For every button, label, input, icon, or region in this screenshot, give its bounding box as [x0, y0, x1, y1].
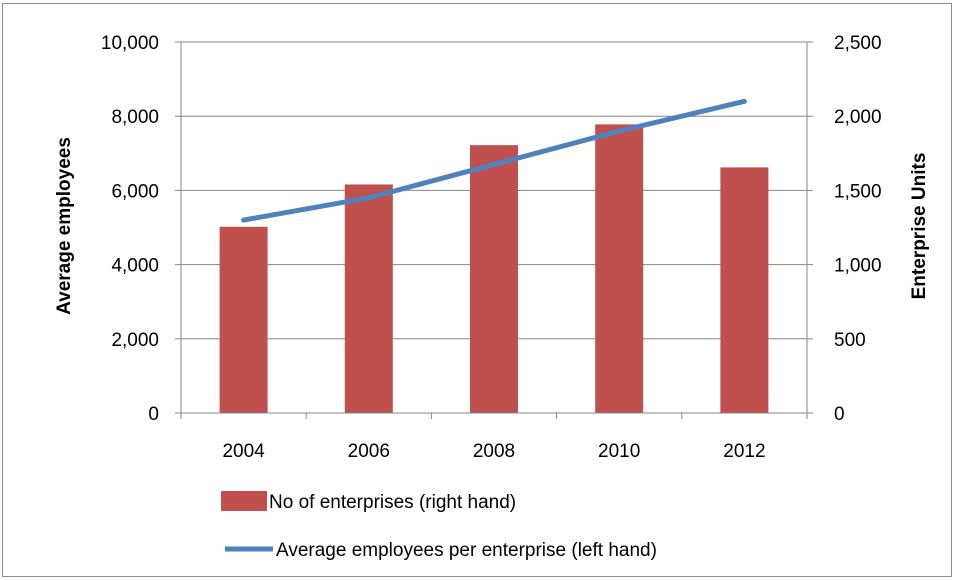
right-tick-label: 1,500 [834, 181, 882, 202]
left-axis-title: Average employees [54, 137, 75, 315]
right-tick-label: 1,000 [834, 256, 882, 277]
x-axis-ticks: 2004 2006 2008 2010 2012 [222, 441, 765, 462]
x-tick-label: 2006 [348, 441, 390, 462]
bar [219, 226, 268, 413]
bar [344, 184, 393, 413]
bar [470, 145, 518, 413]
legend-bar-label: No of enterprises (right hand) [269, 492, 516, 513]
left-tick-label: 4,000 [111, 256, 159, 277]
x-tick-label: 2004 [222, 441, 265, 462]
right-tick-label: 500 [834, 330, 866, 351]
right-tick-label: 0 [834, 404, 845, 425]
legend-line-label: Average employees per enterprise (left h… [276, 540, 657, 561]
left-axis-ticks: 0 2,000 4,000 6,000 8,000 10,000 [101, 33, 159, 425]
left-tick-label: 6,000 [111, 181, 159, 202]
left-tick-label: 0 [148, 404, 159, 425]
right-axis-title: Enterprise Units [909, 153, 930, 300]
right-tick-label: 2,500 [834, 33, 882, 54]
line-series [241, 98, 747, 223]
x-tick-label: 2010 [598, 441, 640, 462]
left-tick-label: 2,000 [111, 330, 159, 351]
bar [720, 167, 769, 413]
x-tick-label: 2012 [723, 441, 765, 462]
left-tick-label: 10,000 [101, 33, 159, 54]
left-tick-label: 8,000 [111, 107, 159, 128]
legend-bar-swatch [221, 491, 267, 511]
series-line [241, 98, 747, 223]
right-axis-ticks: 0 500 1,000 1,500 2,000 2,500 [834, 33, 882, 425]
right-tick-label: 2,000 [834, 107, 882, 128]
x-tick-label: 2008 [473, 441, 515, 462]
legend: No of enterprises (right hand) Average e… [221, 491, 657, 561]
axes [175, 41, 813, 419]
bar-series [219, 124, 769, 413]
bar [595, 124, 644, 413]
